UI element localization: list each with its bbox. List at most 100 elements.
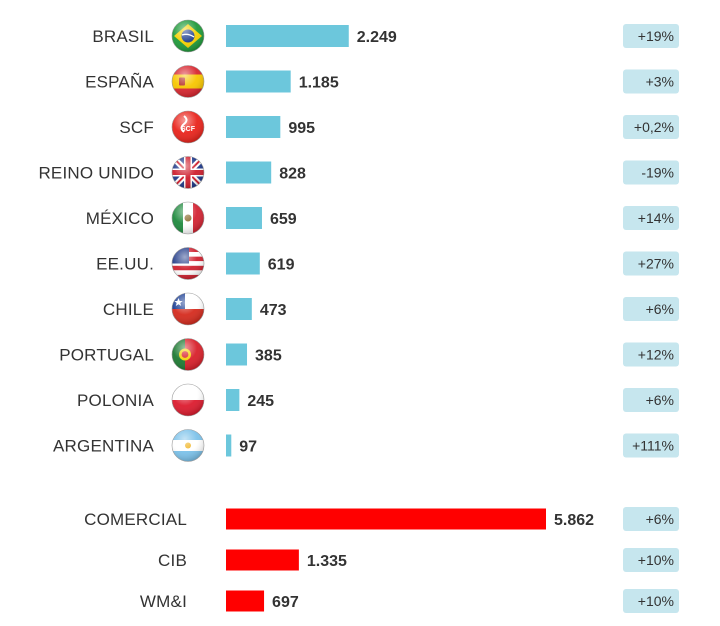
bar <box>226 207 262 229</box>
bar-row-chile: CHILE 473 +6% <box>103 292 679 326</box>
bar-row-cib: CIB 1.335 +10% <box>158 548 679 572</box>
change-badge: +10% <box>623 548 679 572</box>
change-label: +14% <box>638 210 674 226</box>
change-badge-bg <box>623 206 679 230</box>
bar-row-espana: ESPAÑA 1.185 +3% <box>85 65 679 98</box>
bar <box>226 549 299 571</box>
change-badge-bg <box>623 160 679 185</box>
change-label: +10% <box>638 593 674 609</box>
change-badge: +19% <box>623 24 679 48</box>
change-badge: -19% <box>623 160 679 185</box>
value-label: 473 <box>260 302 287 319</box>
value-label: 619 <box>268 257 295 274</box>
change-badge-bg <box>623 342 679 367</box>
change-badge: +14% <box>623 206 679 230</box>
category-label: ESPAÑA <box>85 73 154 92</box>
scf-logo-icon: SCF <box>171 110 205 144</box>
bar-row-reino-unido: REINO UNIDO 828 -19% <box>38 156 679 189</box>
change-badge: +0,2% <box>623 115 679 139</box>
category-label: CHILE <box>103 300 154 319</box>
change-label: +19% <box>638 28 674 44</box>
bar-row-wm-i: WM&I 697 +10% <box>140 589 679 613</box>
change-badge: +111% <box>623 433 679 458</box>
bar <box>226 508 546 530</box>
bar-row-mexico: MÉXICO 659 +14% <box>86 201 679 235</box>
bar-row-ee-uu: EE.UU. 619 +27% <box>96 247 679 280</box>
bar-row-argentina: ARGENTINA 97 +111% <box>53 429 679 462</box>
chile-flag-icon <box>171 292 205 326</box>
mexico-flag-icon <box>171 201 205 235</box>
change-badge: +10% <box>623 589 679 613</box>
change-badge: +27% <box>623 251 679 276</box>
change-badge-bg <box>623 433 679 458</box>
change-label: +6% <box>646 301 674 317</box>
bar <box>226 343 248 366</box>
value-label: 2.249 <box>357 29 397 46</box>
value-label: 245 <box>247 393 274 410</box>
change-badge-bg <box>623 507 679 531</box>
change-badge-bg <box>623 548 679 572</box>
bar <box>226 161 272 184</box>
change-badge: +12% <box>623 342 679 367</box>
change-label: +12% <box>638 347 674 363</box>
value-label: 1.185 <box>299 75 339 92</box>
bar <box>226 25 349 47</box>
segment-series: COMERCIAL 5.862 +6% CIB 1.335 +10% WM&I 697 +10% <box>84 507 679 613</box>
spain-flag-icon <box>171 65 205 98</box>
bar <box>226 116 281 138</box>
value-label: 697 <box>272 594 299 611</box>
value-label: 5.862 <box>554 512 594 529</box>
usa-flag-icon <box>171 247 205 280</box>
category-label: BRASIL <box>92 27 154 46</box>
category-label: EE.UU. <box>96 255 154 274</box>
bar-row-scf: SCF SCF 995 +0,2% <box>119 110 679 144</box>
change-label: +27% <box>638 256 674 272</box>
change-label: +111% <box>632 438 674 454</box>
bar <box>226 389 240 411</box>
change-label: +3% <box>646 74 674 90</box>
category-label: WM&I <box>140 592 187 611</box>
change-badge: +6% <box>623 297 679 321</box>
value-label: 97 <box>239 439 257 456</box>
bar <box>226 70 291 93</box>
change-badge-bg <box>623 297 679 321</box>
change-label: -19% <box>641 165 674 181</box>
category-label: COMERCIAL <box>84 510 187 529</box>
category-label: REINO UNIDO <box>38 164 154 183</box>
category-label: ARGENTINA <box>53 437 154 456</box>
category-label: PORTUGAL <box>59 346 154 365</box>
brazil-flag-icon <box>171 19 205 53</box>
change-badge: +6% <box>623 507 679 531</box>
change-badge-bg <box>623 69 679 94</box>
bar <box>226 252 260 275</box>
argentina-flag-icon <box>171 429 205 462</box>
uk-flag-icon <box>171 156 205 189</box>
bar-row-polonia: POLONIA 245 +6% <box>77 383 679 417</box>
value-label: 659 <box>270 211 297 228</box>
value-label: 1.335 <box>307 553 347 570</box>
value-label: 995 <box>288 120 315 137</box>
change-badge-bg <box>623 251 679 276</box>
bar-row-brasil: BRASIL 2.249 +19% <box>92 19 679 53</box>
bar-row-comercial: COMERCIAL 5.862 +6% <box>84 507 679 531</box>
bar-row-portugal: PORTUGAL 385 +12% <box>59 338 679 371</box>
category-label: SCF <box>119 118 154 137</box>
change-badge: +3% <box>623 69 679 94</box>
value-label: 385 <box>255 348 282 365</box>
category-label: CIB <box>158 551 187 570</box>
portugal-flag-icon <box>171 338 205 371</box>
bar <box>226 590 265 612</box>
change-badge: +6% <box>623 388 679 412</box>
category-label: MÉXICO <box>86 209 154 228</box>
country-series: BRASIL 2.249 +19% ESPAÑA 1.185 +3% SCF SCF 995 +0… <box>38 19 679 462</box>
change-label: +0,2% <box>634 119 674 135</box>
change-label: +6% <box>646 392 674 408</box>
change-label: +6% <box>646 511 674 527</box>
poland-flag-icon <box>171 383 205 417</box>
value-label: 828 <box>279 166 306 183</box>
category-label: POLONIA <box>77 391 154 410</box>
bar <box>226 298 252 320</box>
bar <box>226 434 232 457</box>
change-badge-bg <box>623 388 679 412</box>
